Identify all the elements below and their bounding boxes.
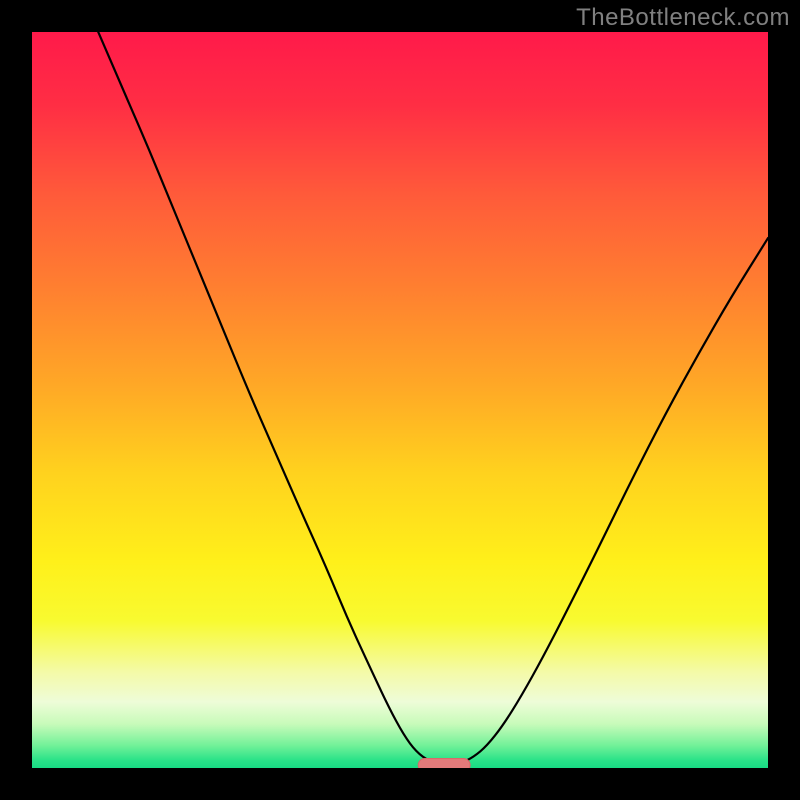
bottleneck-chart <box>0 0 800 800</box>
plot-background-gradient <box>32 32 768 768</box>
watermark-text: TheBottleneck.com <box>576 4 790 32</box>
chart-container: TheBottleneck.com <box>0 0 800 800</box>
